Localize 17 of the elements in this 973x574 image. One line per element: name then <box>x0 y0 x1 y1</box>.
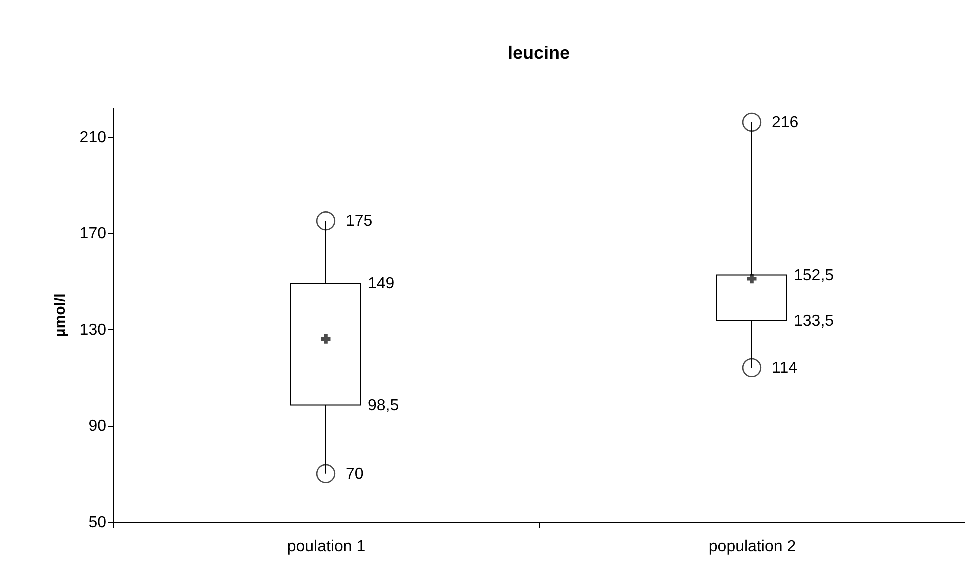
y-axis-title: µmol/l <box>52 294 69 338</box>
y-tick-label: 90 <box>88 418 107 436</box>
annotation: 98,5 <box>368 397 400 414</box>
y-tick-label: 170 <box>80 226 107 243</box>
chart-title: leucine <box>508 43 570 63</box>
annotation: 152,5 <box>794 267 834 284</box>
annotation: 133,5 <box>794 313 834 330</box>
y-tick-label: 210 <box>80 129 107 146</box>
x-tick-label: population 2 <box>708 538 796 556</box>
y-tick-label: 130 <box>80 322 107 339</box>
annotation: 149 <box>368 276 395 293</box>
annotation: 70 <box>346 466 364 483</box>
annotation: 216 <box>772 114 799 132</box>
y-tick-label: 50 <box>88 514 107 532</box>
annotation: 175 <box>346 213 373 230</box>
annotation: 114 <box>772 360 798 377</box>
x-tick-label: poulation 1 <box>287 538 366 556</box>
